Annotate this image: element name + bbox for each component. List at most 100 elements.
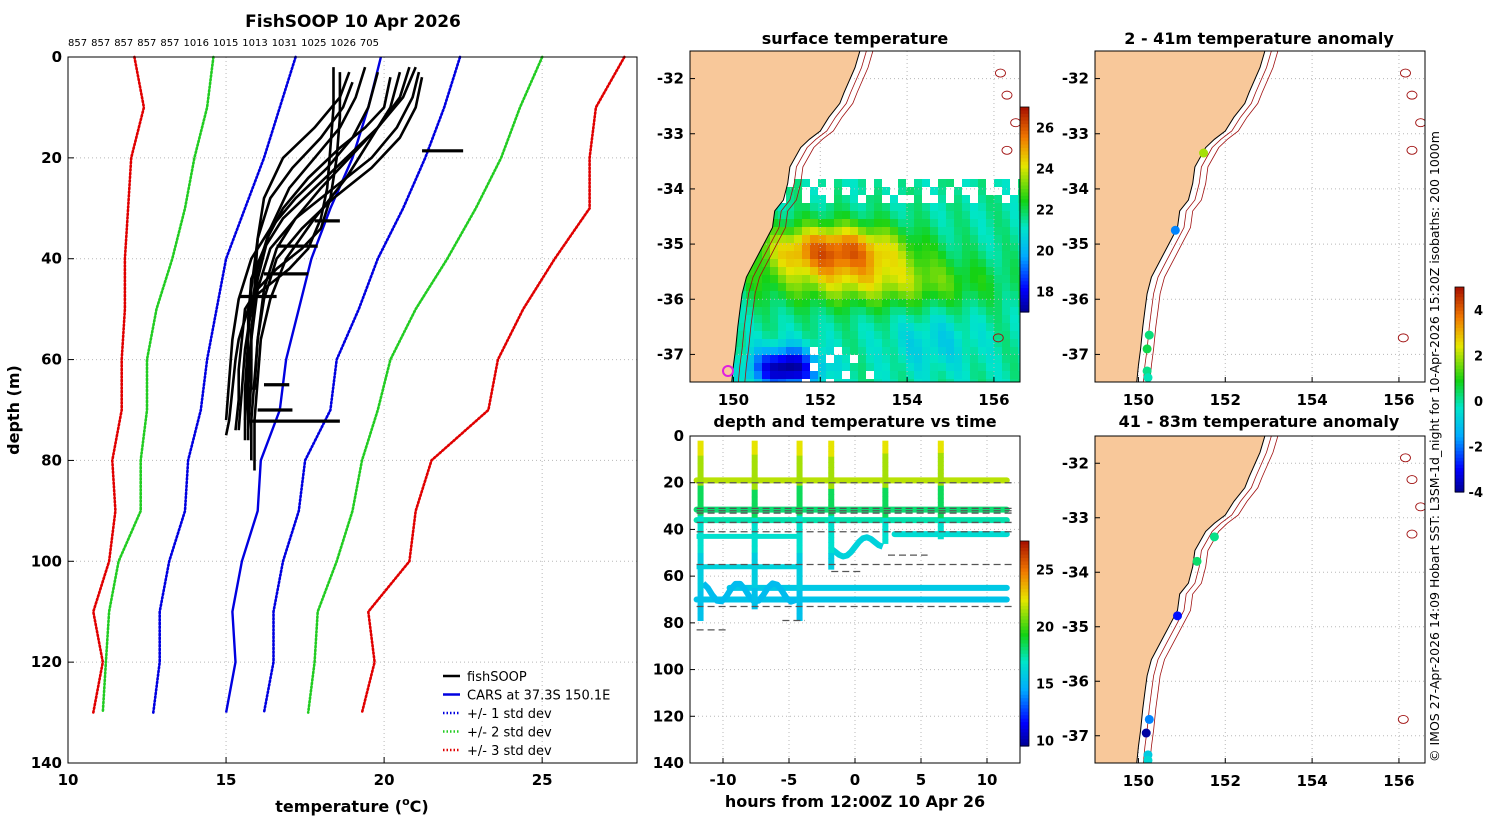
sst-cell <box>762 291 770 299</box>
sst-cell <box>906 379 914 382</box>
anomaly-colorbar-step <box>1455 345 1464 350</box>
timeseries-colorbar-step <box>1020 599 1029 604</box>
anomaly-colorbar-step <box>1455 410 1464 415</box>
sst-cell <box>946 347 954 355</box>
timeseries-colorbar-step <box>1020 616 1029 621</box>
profile-legend: fishSOOP CARS at 37.3S 150.1E +/- 1 std de… <box>443 670 610 759</box>
sst-cell <box>994 283 1002 291</box>
sst-cell <box>1002 323 1010 331</box>
anomaly2-ytick-label: -34 <box>1062 563 1089 581</box>
sst-cell <box>866 211 874 219</box>
timeseries-colorbar-step <box>1020 735 1029 740</box>
profile-xlabel: temperature (oC) <box>275 795 428 816</box>
timeseries-colorbar-step <box>1020 722 1029 727</box>
sst-cell <box>882 323 890 331</box>
sst-cell <box>778 291 786 299</box>
sst-cell <box>978 203 986 211</box>
sst-cell <box>730 379 738 382</box>
profile-ytick-label: 140 <box>31 754 62 772</box>
sst-cell <box>1018 179 1020 187</box>
sst-cell <box>986 211 994 219</box>
surface-colorbar-step <box>1020 182 1029 187</box>
sst-cell <box>930 259 938 267</box>
sst-cell <box>802 339 810 347</box>
sst-cell <box>754 299 762 307</box>
surface-colorbar-step <box>1020 267 1029 272</box>
sst-cell <box>794 211 802 219</box>
sst-cell <box>938 219 946 227</box>
sst-cell <box>786 307 794 315</box>
sst-cell <box>962 355 970 363</box>
sst-cell <box>866 267 874 275</box>
sst-cell <box>890 235 898 243</box>
sst-cell <box>746 275 754 283</box>
sst-cell <box>1010 299 1018 307</box>
sst-cell <box>842 339 850 347</box>
sst-cell <box>890 251 898 259</box>
anomaly-colorbar-step <box>1455 481 1464 486</box>
profile-top-label: 1025 <box>301 38 326 49</box>
sst-cell <box>954 219 962 227</box>
sst-cell <box>762 251 770 259</box>
sst-cell <box>938 299 946 307</box>
timeseries-colorbar-label: 25 <box>1036 563 1054 578</box>
sst-cell <box>914 259 922 267</box>
surface-colorbar-step <box>1020 257 1029 262</box>
timeseries-colorbar-step <box>1020 541 1029 546</box>
sst-cell <box>1002 315 1010 323</box>
sst-cell <box>754 315 762 323</box>
sst-cell <box>778 315 786 323</box>
sst-cell <box>1018 315 1020 323</box>
sst-cell <box>1018 187 1020 195</box>
sst-cell <box>874 355 882 363</box>
sst-cell <box>1002 371 1010 379</box>
surface-colorbar-step <box>1020 151 1029 156</box>
anomaly2-point <box>1141 728 1151 738</box>
sst-cell <box>890 299 898 307</box>
sst-cell <box>794 203 802 211</box>
surface-colorbar-step <box>1020 308 1029 313</box>
timeseries-colorbar-step <box>1020 725 1029 730</box>
anomaly-colorbar-label: 2 <box>1474 349 1483 364</box>
surface-colorbar-label: 20 <box>1036 245 1054 260</box>
sst-cell <box>738 323 746 331</box>
anomaly2-map-area <box>1095 436 1425 763</box>
sst-cell <box>890 195 898 203</box>
surface-colorbar-step <box>1020 233 1029 238</box>
sst-cell <box>850 243 858 251</box>
sst-cell <box>1002 243 1010 251</box>
anomaly-colorbar-step <box>1455 334 1464 339</box>
surface-colorbar-step <box>1020 226 1029 231</box>
surface-ytick-label: -35 <box>657 235 684 253</box>
timeseries-colorbar-step <box>1020 705 1029 710</box>
sst-cell <box>978 307 986 315</box>
sst-cell <box>914 347 922 355</box>
timeseries-colorbar-step <box>1020 643 1029 648</box>
sst-cell <box>874 291 882 299</box>
sst-cell <box>986 371 994 379</box>
anomaly-colorbar-step <box>1455 355 1464 360</box>
surface-seamount-isobath <box>995 68 1006 78</box>
sst-cell <box>994 355 1002 363</box>
sst-cell <box>962 179 970 187</box>
anomaly1-isobath-1000 <box>1149 51 1279 382</box>
surface-colorbar-step <box>1020 202 1029 207</box>
sst-cell <box>810 283 818 291</box>
sst-cell <box>954 323 962 331</box>
sst-cell <box>810 355 818 363</box>
sst-cell <box>786 275 794 283</box>
sst-cell <box>826 291 834 299</box>
surface-colorbar-step <box>1020 175 1029 180</box>
sst-cell <box>794 275 802 283</box>
sst-cell <box>922 347 930 355</box>
surface-colorbar-step <box>1020 223 1029 228</box>
sst-cell <box>954 283 962 291</box>
surface-ticks: 150 152 154 156 -32 -33 -34 -35 -36 -37 <box>657 70 1010 409</box>
surface-colorbar-step <box>1020 178 1029 183</box>
sst-cell <box>962 195 970 203</box>
sst-cell <box>922 235 930 243</box>
sst-cell <box>866 331 874 339</box>
sst-cell <box>850 251 858 259</box>
anomaly2-ytick-label: -32 <box>1062 454 1089 472</box>
sst-cell <box>810 331 818 339</box>
